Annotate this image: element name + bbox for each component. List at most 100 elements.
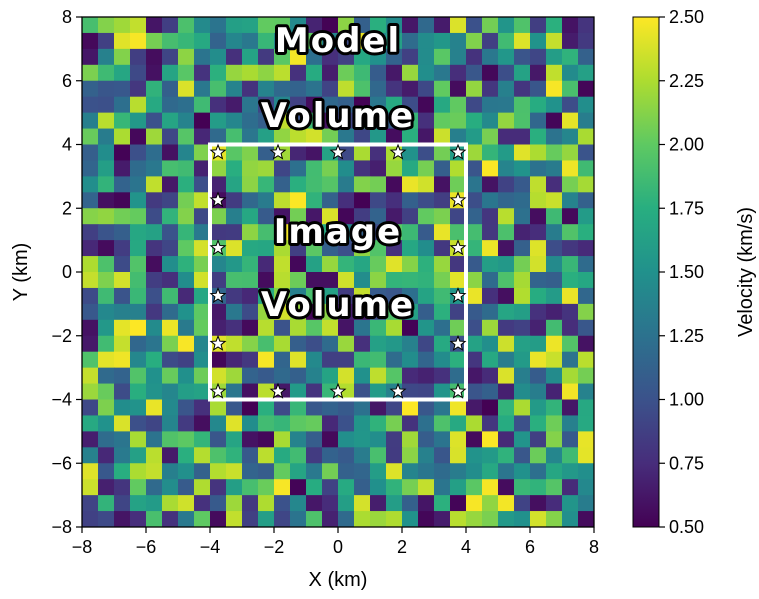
heatmap-cell (130, 192, 147, 209)
heatmap-cell (178, 335, 195, 353)
heatmap-cell (322, 495, 339, 512)
heatmap-cell (178, 303, 195, 321)
heatmap-cell (418, 224, 435, 241)
heatmap-cell (130, 495, 147, 512)
heatmap-cell (306, 303, 323, 321)
heatmap-cell (402, 463, 419, 480)
heatmap-cell (418, 112, 435, 130)
heatmap-cell (242, 192, 259, 209)
heatmap-cell (242, 399, 259, 417)
heatmap-cell (290, 415, 307, 432)
heatmap-cell (354, 511, 371, 527)
heatmap-cell (226, 431, 243, 448)
heatmap-cell (162, 256, 179, 273)
heatmap-cell (130, 511, 147, 527)
heatmap-cell (418, 192, 435, 209)
heatmap-cell (450, 479, 467, 496)
heatmap-cell (130, 319, 147, 337)
heatmap-cell (242, 447, 259, 464)
heatmap-cell (146, 287, 163, 305)
heatmap-cell (114, 48, 131, 66)
heatmap-cell (482, 48, 499, 66)
heatmap-cell (242, 256, 259, 273)
annotation-image-volume: Volume (261, 285, 415, 325)
heatmap-cell (434, 415, 451, 432)
heatmap-cell (418, 383, 435, 401)
heatmap-cell (562, 80, 579, 98)
heatmap-cell (178, 447, 195, 464)
heatmap-cell (466, 240, 483, 257)
heatmap-cell (226, 447, 243, 464)
heatmap-cell (162, 144, 179, 162)
heatmap-cell (498, 32, 515, 50)
heatmap-cell (130, 351, 147, 369)
heatmap-cell (322, 176, 339, 193)
heatmap-cell (578, 479, 594, 496)
heatmap-cell (290, 319, 307, 337)
heatmap-cell (402, 415, 419, 432)
heatmap-cell (370, 495, 387, 512)
heatmap-cell (114, 399, 131, 417)
heatmap-cell (98, 319, 115, 337)
heatmap-cell (498, 128, 515, 146)
heatmap-cell (290, 128, 307, 146)
heatmap-cell (194, 144, 211, 162)
heatmap-cell (258, 431, 275, 448)
x-tick-label: 4 (461, 537, 471, 557)
heatmap-cell (130, 272, 147, 289)
heatmap-cell (322, 160, 339, 177)
heatmap-cell (402, 272, 419, 289)
heatmap-cell (338, 128, 355, 146)
heatmap-cell (498, 144, 515, 162)
heatmap-cell (482, 511, 499, 527)
heatmap-cells (82, 17, 594, 527)
heatmap-cell (402, 287, 419, 305)
heatmap-cell (114, 303, 131, 321)
heatmap-cell (482, 208, 499, 225)
heatmap-cell (530, 112, 547, 130)
heatmap-cell (210, 256, 227, 273)
heatmap-cell (146, 256, 163, 273)
heatmap-cell (530, 17, 547, 34)
heatmap-cell (578, 96, 594, 114)
heatmap-cell (498, 48, 515, 66)
heatmap-cell (578, 128, 594, 146)
heatmap-cell (562, 303, 579, 321)
heatmap-cell (434, 128, 451, 146)
heatmap-cell (450, 48, 467, 66)
heatmap-cell (274, 431, 291, 448)
heatmap-cell (242, 479, 259, 496)
heatmap-cell (130, 128, 147, 146)
heatmap-cell (514, 287, 531, 305)
heatmap-cell (338, 479, 355, 496)
heatmap-cell (498, 399, 515, 417)
heatmap-cell (418, 351, 435, 369)
heatmap-cell (290, 48, 307, 66)
heatmap-cell (162, 128, 179, 146)
heatmap-cell (530, 431, 547, 448)
heatmap-cell (354, 144, 371, 162)
heatmap-cell (98, 17, 115, 34)
heatmap-cell (146, 319, 163, 337)
heatmap-cell (546, 367, 563, 385)
x-tick-label: −2 (264, 537, 285, 557)
heatmap-cell (546, 447, 563, 464)
heatmap-cell (162, 415, 179, 432)
heatmap-cell (242, 32, 259, 50)
station-marker (269, 382, 287, 399)
heatmap-cell (82, 319, 99, 337)
heatmap-cell (546, 80, 563, 98)
heatmap-cell (482, 399, 499, 417)
heatmap-cell (354, 463, 371, 480)
heatmap-cell (162, 32, 179, 50)
heatmap-cell (546, 208, 563, 225)
heatmap-cell (530, 415, 547, 432)
heatmap-cell (466, 17, 483, 34)
x-tick-label: 8 (589, 537, 599, 557)
heatmap-cell (226, 351, 243, 369)
heatmap-cell (226, 96, 243, 114)
heatmap-cell (450, 128, 467, 146)
heatmap-cell (82, 495, 99, 512)
heatmap-cell (162, 399, 179, 417)
heatmap-cell (514, 495, 531, 512)
